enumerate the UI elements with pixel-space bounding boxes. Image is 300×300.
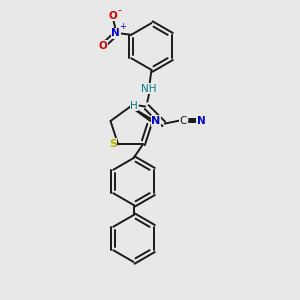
Text: +: + [119,22,126,31]
Text: C: C [180,116,187,126]
Text: NH: NH [141,83,157,94]
Text: S: S [109,139,117,149]
Text: O: O [99,41,107,51]
Text: N: N [197,116,206,126]
Text: N: N [151,116,160,126]
Text: O: O [109,11,118,21]
Text: -: - [118,5,122,16]
Text: H: H [130,100,138,111]
Text: N: N [111,28,120,38]
